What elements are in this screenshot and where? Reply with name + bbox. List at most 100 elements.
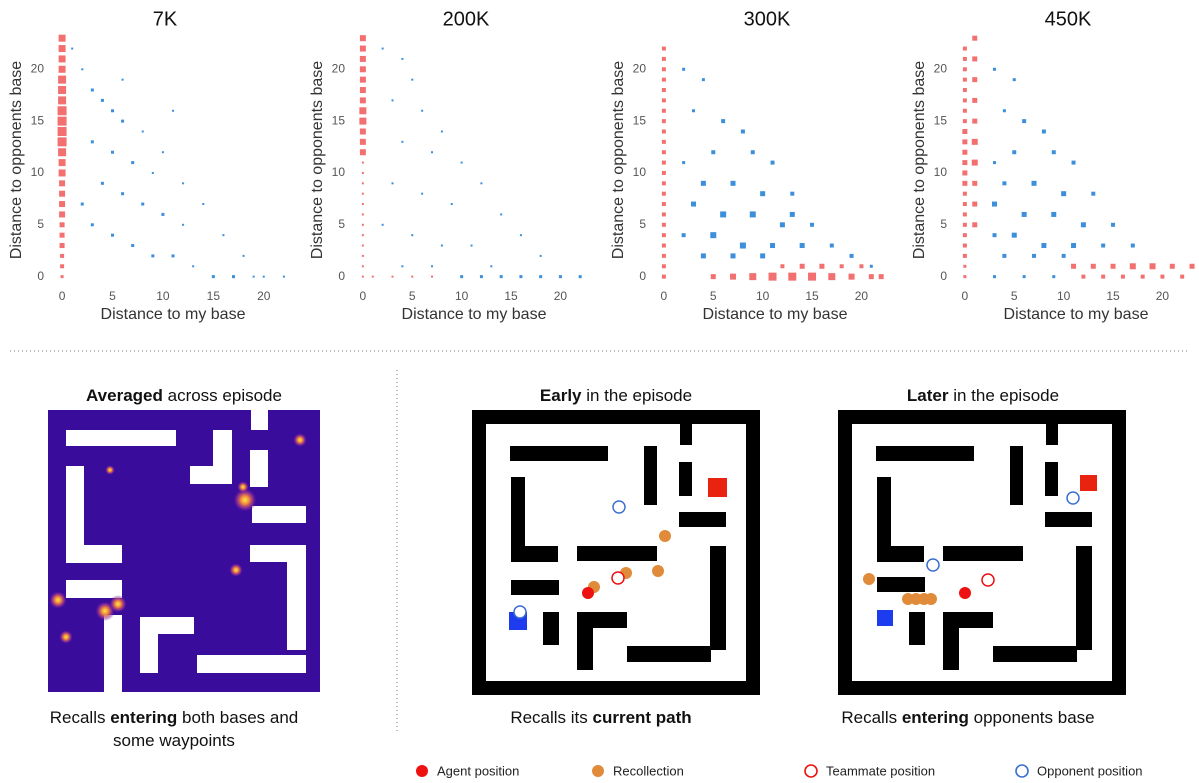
point [869, 264, 873, 268]
point [962, 88, 967, 93]
x-tick-label: 10 [455, 289, 469, 303]
point [768, 272, 777, 281]
point [58, 169, 66, 177]
point [972, 222, 978, 228]
point [780, 264, 785, 269]
point [1101, 243, 1106, 248]
point [661, 264, 666, 269]
point [799, 263, 805, 269]
point [691, 201, 697, 207]
point [711, 150, 716, 155]
point [111, 109, 114, 113]
point [682, 161, 686, 165]
point [59, 190, 66, 197]
text-run: across episode [162, 386, 282, 405]
y-tick-label: 15 [934, 113, 948, 127]
point [1041, 129, 1046, 134]
point [450, 203, 453, 206]
point [411, 234, 414, 237]
point [58, 75, 67, 84]
legend-marker [592, 765, 604, 777]
point [490, 265, 493, 268]
point [100, 98, 104, 102]
point [57, 137, 67, 147]
point [1022, 275, 1026, 279]
maze-later [838, 410, 1126, 695]
x-tick-label: 20 [554, 289, 568, 303]
point [993, 161, 997, 165]
point [992, 201, 998, 207]
text-run: Recalls [49, 708, 111, 727]
point [391, 182, 394, 185]
y-tick-label: 0 [338, 269, 345, 283]
y-tick-label: 15 [332, 113, 346, 127]
point [848, 273, 855, 280]
point [141, 130, 144, 133]
y-tick-label: 5 [940, 217, 947, 231]
point [972, 118, 978, 124]
text-run: in the episode [581, 386, 693, 405]
point [859, 264, 864, 269]
point [1180, 274, 1185, 279]
point [391, 275, 394, 278]
point [972, 201, 978, 207]
point [58, 65, 66, 73]
point [1011, 232, 1017, 238]
point [59, 232, 65, 238]
point [962, 119, 967, 124]
point [361, 161, 364, 164]
x-tick-label: 5 [109, 289, 116, 303]
x-tick-label: 0 [962, 289, 969, 303]
x-tick-label: 0 [661, 289, 668, 303]
point [59, 201, 66, 208]
point [192, 265, 195, 268]
point [962, 56, 967, 61]
point [760, 191, 766, 197]
legend-label: Opponent position [1037, 763, 1143, 778]
y-tick-label: 0 [940, 269, 947, 283]
point [59, 243, 65, 249]
point [661, 98, 666, 103]
point [972, 97, 978, 103]
point [789, 211, 795, 217]
x-axis-label: Distance to my base [703, 306, 848, 323]
x-tick-label: 5 [1011, 289, 1018, 303]
point [971, 138, 978, 145]
legend-marker [1015, 764, 1029, 778]
point [740, 129, 745, 134]
point [59, 180, 66, 187]
point [401, 265, 404, 268]
x-axis-label: Distance to my base [402, 306, 547, 323]
point [361, 213, 364, 216]
point [460, 161, 463, 164]
point [519, 275, 523, 279]
point [808, 272, 817, 281]
point [790, 191, 795, 196]
panel-title: Later in the episode [833, 384, 1133, 407]
point [359, 87, 366, 94]
point [1071, 243, 1077, 249]
legend-marker [416, 765, 428, 777]
x-tick-label: 5 [409, 289, 416, 303]
point [962, 149, 968, 155]
point [828, 273, 836, 281]
chart-title: 7K [153, 8, 178, 30]
point [1101, 274, 1106, 279]
point [361, 254, 364, 257]
point [962, 191, 967, 196]
point [779, 222, 785, 228]
point [359, 117, 367, 125]
point [710, 232, 717, 239]
point [359, 55, 366, 62]
point [431, 275, 434, 278]
point [972, 56, 978, 62]
point [141, 202, 145, 206]
point [1090, 263, 1096, 269]
point [810, 222, 815, 227]
point [962, 139, 968, 145]
point [480, 182, 483, 185]
point [421, 192, 424, 195]
point [359, 66, 366, 73]
point [1111, 222, 1116, 227]
point [661, 108, 666, 113]
